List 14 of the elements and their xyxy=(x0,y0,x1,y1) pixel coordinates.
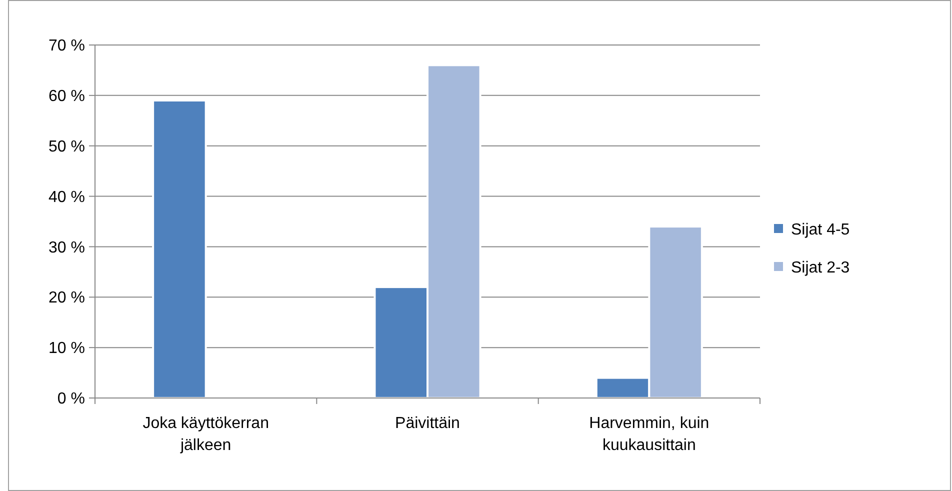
y-tick-label: 50 % xyxy=(48,138,85,156)
x-tick-label: Harvemmin, kuin kuukausittain xyxy=(589,415,710,454)
y-tick-label: 60 % xyxy=(48,88,85,106)
y-tick-label: 70 % xyxy=(48,38,85,55)
y-tick-label: 40 % xyxy=(48,188,85,206)
y-tick-label: 30 % xyxy=(48,239,85,256)
legend-label: Sijat 4-5 xyxy=(791,222,850,239)
legend-label: Sijat 2-3 xyxy=(791,260,850,277)
y-tick-label: 0 % xyxy=(57,390,85,408)
y-tick-label: 10 % xyxy=(48,340,85,358)
y-tick-label: 20 % xyxy=(48,290,85,307)
bar xyxy=(152,99,207,399)
x-tick-label: Päivittäin xyxy=(395,415,460,432)
x-tick-label: Joka käyttökerran jälkeen xyxy=(142,415,269,454)
